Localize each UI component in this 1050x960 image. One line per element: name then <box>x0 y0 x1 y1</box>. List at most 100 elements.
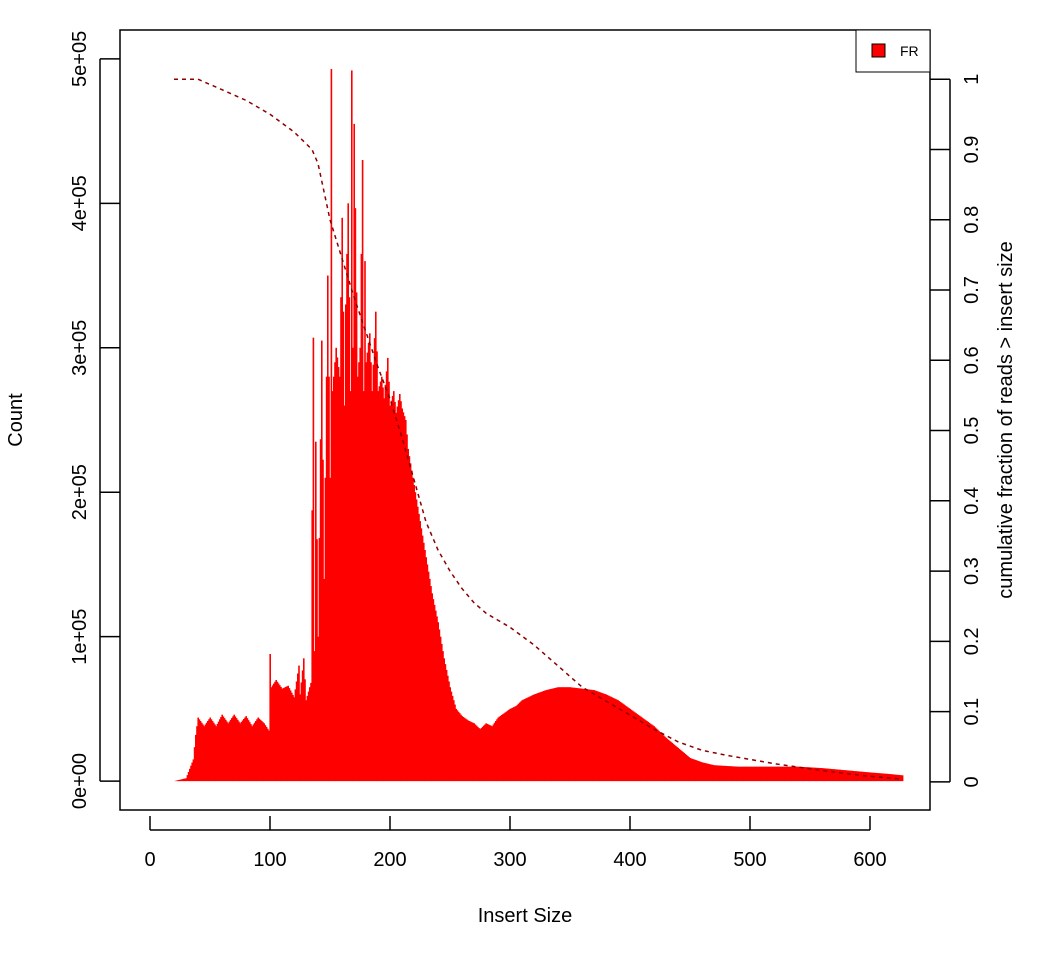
histogram-bar <box>816 767 819 782</box>
histogram-bar <box>421 535 424 782</box>
histogram-bar <box>802 766 804 782</box>
histogram-bar <box>821 768 823 782</box>
histogram-bar <box>415 499 418 782</box>
histogram-bar <box>325 376 328 782</box>
histogram-bar <box>526 697 528 782</box>
histogram-bar <box>436 616 438 782</box>
histogram-bar <box>341 217 343 782</box>
histogram-bar <box>597 691 599 782</box>
histogram-bar <box>643 719 646 782</box>
histogram-bar <box>504 712 507 782</box>
histogram-bar <box>202 724 204 782</box>
histogram-bar <box>515 706 517 782</box>
histogram-bar <box>708 764 711 782</box>
x-tick-label: 0 <box>144 849 155 871</box>
histogram-bar <box>654 727 657 782</box>
histogram-bar <box>451 695 454 782</box>
histogram-bar <box>273 683 275 782</box>
histogram-bar <box>592 689 594 782</box>
histogram-bar <box>774 766 777 782</box>
histogram-bar <box>898 774 900 782</box>
histogram-bar <box>892 774 894 782</box>
histogram-bar <box>846 770 849 782</box>
histogram-bar <box>274 681 276 782</box>
histogram-bar <box>351 70 353 782</box>
y-tick-label: 5e+05 <box>69 31 91 87</box>
histogram-bar <box>805 767 808 782</box>
histogram-bar <box>721 765 724 782</box>
histogram-bar <box>420 528 423 782</box>
histogram-bar <box>545 690 547 782</box>
histogram-bar <box>661 734 664 782</box>
histogram-bar <box>291 692 293 782</box>
histogram-bar <box>177 780 179 782</box>
histogram-bar <box>503 713 505 782</box>
histogram-bar <box>624 705 627 782</box>
histogram-bar <box>847 770 850 782</box>
histogram-bar <box>862 771 864 782</box>
histogram-bar <box>651 724 653 782</box>
histogram-bar <box>868 772 870 782</box>
histogram-bar <box>828 768 831 782</box>
histogram-bar <box>753 766 755 782</box>
histogram-bar <box>561 687 563 782</box>
histogram-bar <box>232 716 234 782</box>
histogram-bar <box>815 767 817 782</box>
histogram-bar <box>696 760 699 782</box>
histogram-bar <box>256 719 258 782</box>
histogram-bar <box>469 721 472 782</box>
histogram-bar <box>748 766 750 782</box>
histogram-bar <box>336 357 339 782</box>
histogram-bar <box>299 694 301 782</box>
histogram-bar <box>340 297 342 782</box>
histogram-bar <box>178 779 180 782</box>
histogram-bar <box>229 719 232 782</box>
histogram-bar <box>573 687 575 782</box>
y2-tick-label: 0.5 <box>961 417 983 445</box>
histogram-bar <box>467 720 469 782</box>
histogram-bar <box>565 687 568 782</box>
histogram-bar <box>519 702 521 782</box>
histogram-bar <box>700 761 702 782</box>
histogram-bar <box>523 699 526 782</box>
histogram-bar <box>297 673 299 782</box>
histogram-bar <box>324 477 327 782</box>
histogram-bar <box>268 730 270 782</box>
histogram-bar <box>489 725 491 782</box>
histogram-bar <box>334 362 336 782</box>
histogram-bar <box>444 664 447 782</box>
histogram-bar <box>767 766 769 782</box>
histogram-bar <box>676 746 678 782</box>
histogram-bar <box>407 448 409 782</box>
histogram-bar <box>642 718 645 782</box>
histogram-bar <box>765 766 767 782</box>
histogram-bar <box>648 722 651 782</box>
histogram-bar <box>803 767 805 782</box>
histogram-bar <box>252 724 255 782</box>
histogram-bar <box>834 769 837 782</box>
histogram-bar <box>817 767 820 782</box>
x-tick-label: 600 <box>853 849 886 871</box>
histogram-bar <box>751 766 754 782</box>
histogram-bar <box>305 700 307 782</box>
histogram-bar <box>611 697 613 782</box>
histogram-bar <box>391 395 394 782</box>
histogram-bar <box>540 691 543 782</box>
histogram-bar <box>204 724 207 782</box>
histogram-bar <box>191 762 193 782</box>
histogram-bar <box>593 690 595 782</box>
histogram-bar <box>522 699 525 782</box>
histogram-bar <box>841 769 844 782</box>
histogram-bar <box>367 342 370 782</box>
histogram-bar <box>352 347 354 782</box>
histogram-bar <box>370 362 372 782</box>
histogram-bar <box>727 766 730 782</box>
histogram-bar <box>617 700 619 782</box>
histogram-bar <box>395 412 397 782</box>
histogram-bar <box>197 717 199 782</box>
histogram-bar <box>516 704 519 782</box>
histogram-bar <box>435 610 437 782</box>
histogram-bar <box>257 717 259 782</box>
histogram-bar <box>796 766 798 782</box>
